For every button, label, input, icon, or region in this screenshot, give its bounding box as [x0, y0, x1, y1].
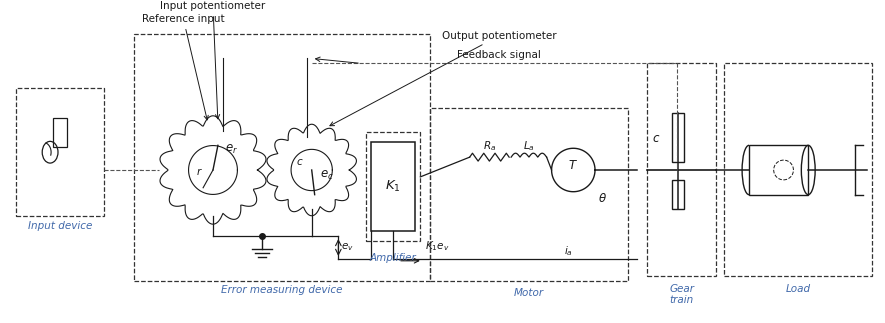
- Text: $R_a$: $R_a$: [483, 139, 496, 153]
- Text: $e_c$: $e_c$: [319, 169, 334, 182]
- Bar: [430, 108, 627, 281]
- Text: $L_a$: $L_a$: [523, 139, 535, 153]
- Bar: [749, 145, 808, 195]
- Bar: [724, 63, 873, 276]
- Text: $c$: $c$: [296, 157, 304, 167]
- Text: $K_1e_v$: $K_1e_v$: [425, 239, 450, 253]
- Bar: [53, 118, 67, 147]
- Text: Input potentiometer: Input potentiometer: [160, 1, 266, 119]
- Bar: [134, 34, 430, 281]
- Text: Gear
train: Gear train: [669, 284, 695, 305]
- Text: $K_1$: $K_1$: [385, 179, 401, 194]
- Text: $i_a$: $i_a$: [564, 244, 573, 258]
- Text: $T$: $T$: [568, 159, 578, 172]
- Text: Amplifier: Amplifier: [370, 253, 417, 263]
- Bar: [16, 88, 104, 216]
- Text: Reference input: Reference input: [142, 14, 225, 120]
- Bar: [647, 63, 717, 276]
- Bar: [672, 113, 684, 162]
- Text: Load: Load: [786, 284, 811, 294]
- Text: $e_v$: $e_v$: [342, 241, 354, 253]
- Text: Output potentiometer: Output potentiometer: [330, 31, 557, 126]
- Text: $e_r$: $e_r$: [225, 143, 238, 156]
- Text: $r$: $r$: [196, 166, 204, 177]
- Bar: [371, 142, 415, 231]
- Text: Error measuring device: Error measuring device: [221, 286, 342, 296]
- Text: Motor: Motor: [514, 288, 544, 298]
- Text: $c$: $c$: [652, 132, 660, 145]
- Bar: [366, 132, 420, 241]
- Text: Feedback signal: Feedback signal: [458, 50, 542, 60]
- Bar: [672, 180, 684, 210]
- Text: $\theta$: $\theta$: [598, 192, 607, 204]
- Text: Input device: Input device: [27, 221, 92, 231]
